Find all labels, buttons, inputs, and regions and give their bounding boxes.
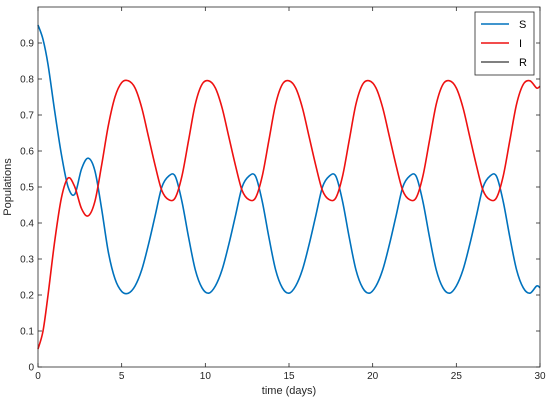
y-tick-label: 0.7	[20, 111, 34, 122]
series-line-s	[37, 24, 541, 295]
plot-area	[38, 7, 540, 367]
x-tick-label: 20	[367, 371, 379, 382]
x-tick-label: 30	[534, 371, 546, 382]
series-line-i	[37, 79, 541, 350]
y-tick-label: 0.2	[20, 291, 34, 302]
y-tick-label: 0	[28, 363, 34, 374]
x-tick-label: 25	[451, 371, 463, 382]
y-tick-label: 0.5	[20, 183, 34, 194]
series-layer	[37, 24, 541, 350]
ticks-layer: 0 5 10 15 20 25 30 0 0.1 0.2 0.3 0.4 0.5 0.6 0.7 0.8 0.9	[20, 7, 546, 382]
plot-frame	[37, 6, 541, 368]
legend: SIR	[474, 11, 535, 76]
y-tick-label: 0.4	[20, 219, 34, 230]
x-tick-label: 15	[283, 371, 295, 382]
legend-label-i: I	[519, 38, 522, 50]
y-tick-label: 0.9	[20, 39, 34, 50]
legend-label-r: R	[519, 57, 527, 69]
y-tick-label: 0.6	[20, 147, 34, 158]
y-axis-label: Populations	[2, 158, 14, 216]
x-tick-label: 5	[119, 371, 125, 382]
x-axis-label: time (days)	[262, 385, 316, 397]
x-tick-label: 10	[200, 371, 212, 382]
y-tick-label: 0.3	[20, 255, 34, 266]
y-tick-label: 0.1	[20, 327, 34, 338]
y-tick-label: 0.8	[20, 75, 34, 86]
legend-label-s: S	[519, 19, 526, 31]
x-tick-label: 0	[35, 371, 41, 382]
